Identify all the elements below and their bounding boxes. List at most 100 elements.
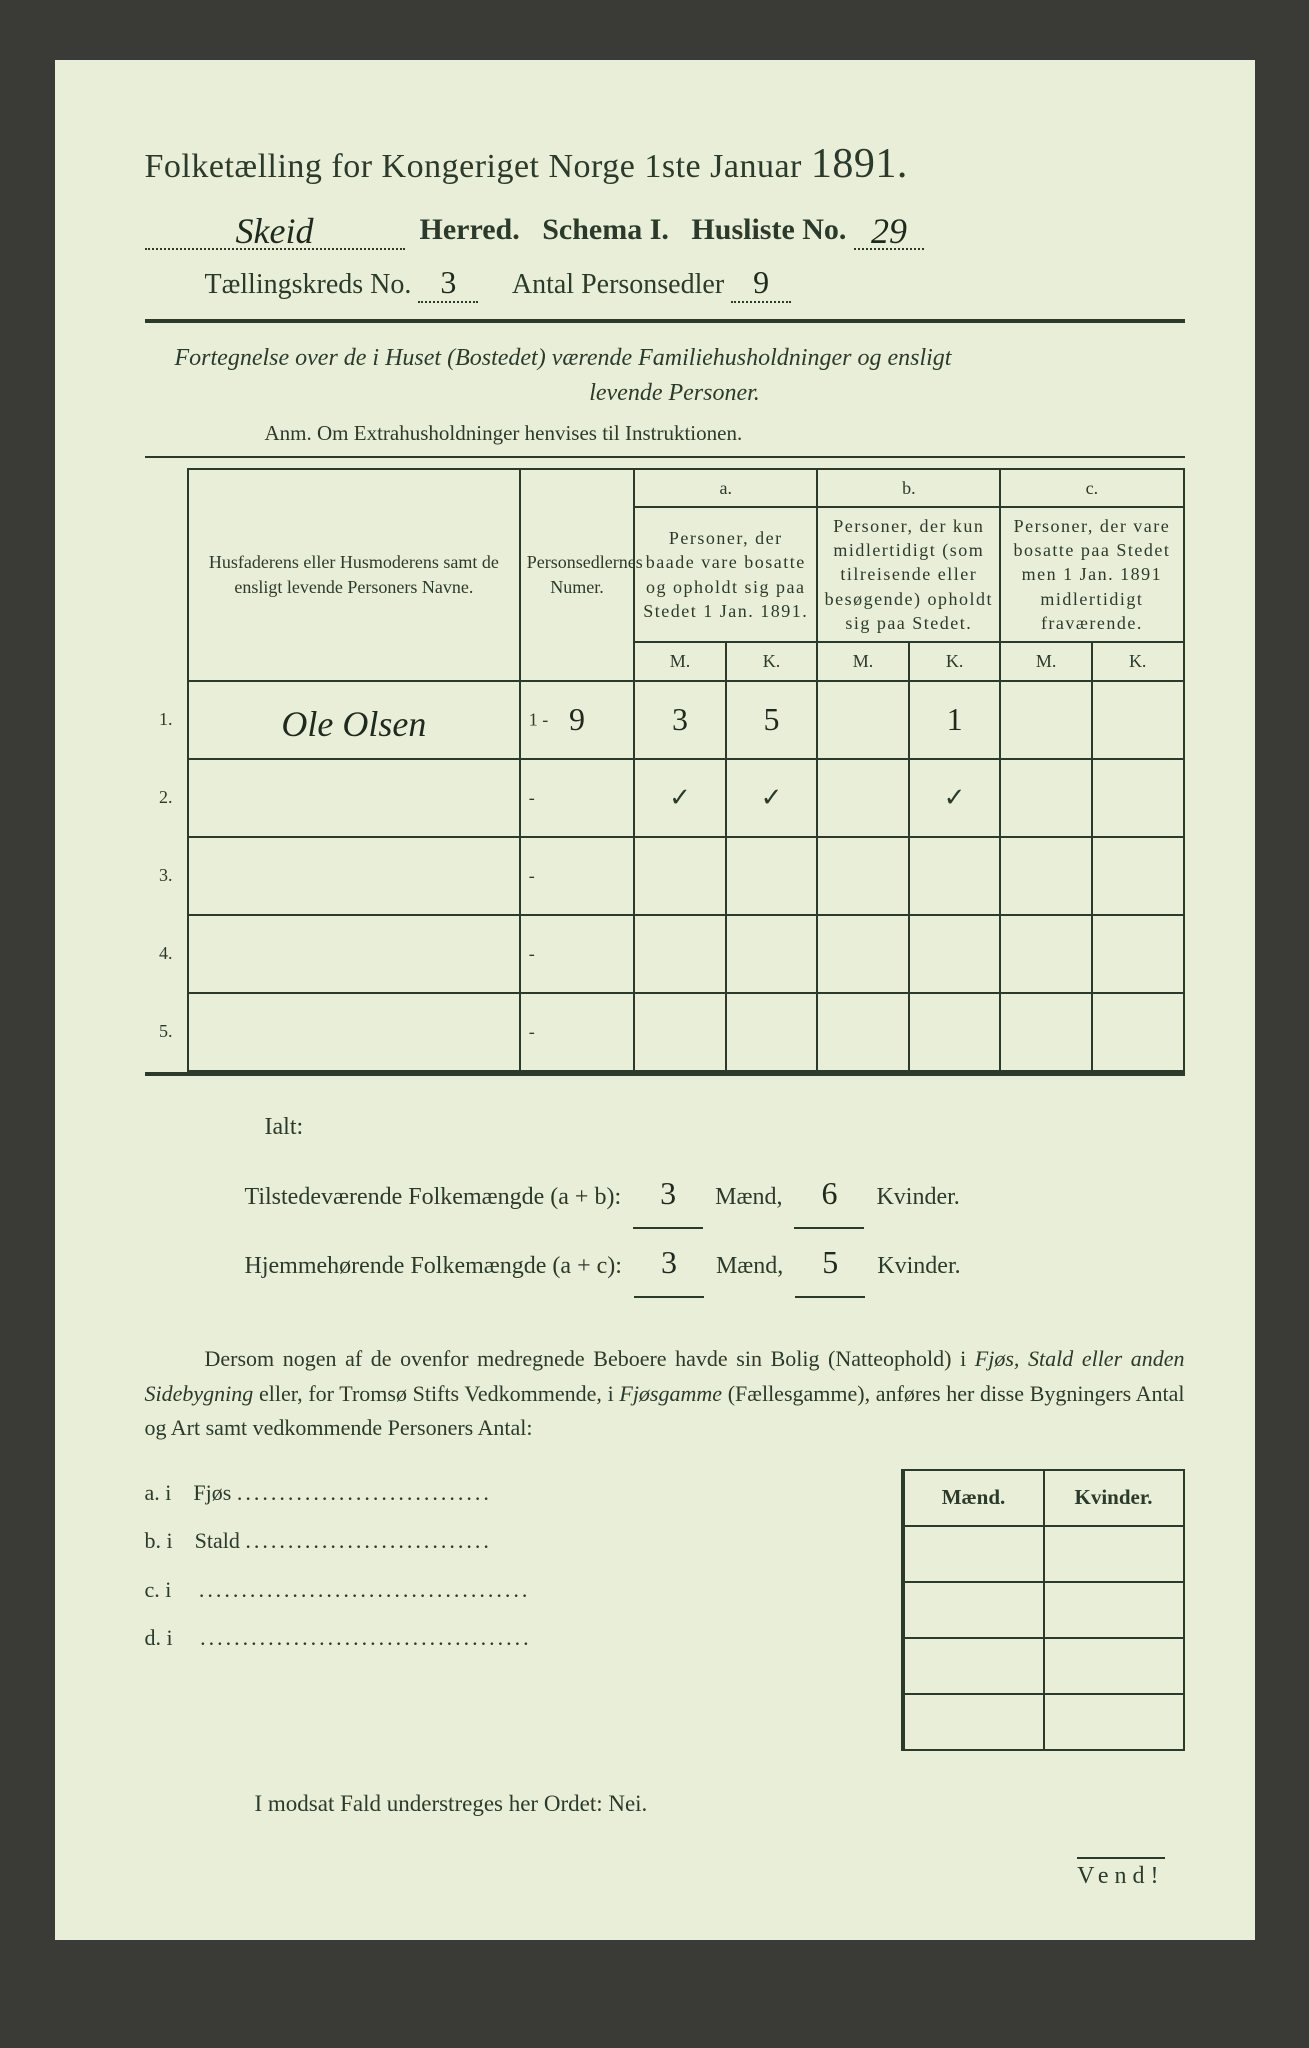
side-item: c. i ...................................… [145,1566,901,1614]
num-prefix: - [529,1021,535,1042]
kreds-field: 3 [418,264,478,303]
cell-value: ✓ [669,782,691,812]
a-m-cell: 3 [634,681,726,759]
herred-value: Skeid [236,210,314,252]
num-value: 9 [569,701,585,738]
mk-m-header: Mænd. [904,1470,1044,1526]
col-a-m: M. [634,642,726,680]
num-cell: - [520,837,634,915]
col-c-k: K. [1092,642,1184,680]
total-line-2: Hjemmehørende Folkemængde (a + c): 3 Mæn… [245,1229,1185,1298]
total2-m-unit: Mænd, [716,1253,783,1279]
name-cell [188,837,520,915]
side-dots: .............................. [237,1480,492,1505]
name-cell [188,993,520,1071]
b-k-cell [909,993,1001,1071]
census-form-page: Folketælling for Kongeriget Norge 1ste J… [55,60,1255,1940]
c-k-cell [1092,681,1184,759]
kreds-label: Tællingskreds No. [205,269,412,300]
c-m-cell [1000,837,1092,915]
total1-m-unit: Mænd, [715,1184,782,1210]
mk-cell [1044,1526,1184,1582]
total2-k: 5 [822,1229,838,1296]
side-key: b. i [145,1528,173,1553]
col-c-m: M. [1000,642,1092,680]
nei-line: I modsat Fald understreges her Ordet: Ne… [255,1791,1185,1817]
b-m-cell [817,759,909,837]
num-cell: - [520,915,634,993]
side-dots: ....................................... [199,1577,531,1602]
col-c-head: c. [1000,469,1183,507]
num-cell: - [520,759,634,837]
table-row: 3. - [145,837,1184,915]
schema-label: Schema I. [542,213,669,246]
row-number: 2. [145,759,188,837]
kreds-value: 3 [440,264,456,301]
cell-value: 3 [672,701,688,738]
table-body: 1.Ole Olsen1 -93512.-✓✓✓3.-4.-5.- [145,681,1184,1071]
name-cell [188,915,520,993]
rule-1 [145,319,1185,323]
b-k-cell: 1 [909,681,1001,759]
c-k-cell [1092,759,1184,837]
total1-k: 6 [821,1160,837,1227]
total2-k-field: 5 [795,1229,865,1298]
total1-k-field: 6 [794,1160,864,1229]
c-m-cell [1000,915,1092,993]
a-k-cell [726,915,818,993]
a-m-cell [634,915,726,993]
table-row: 4. - [145,915,1184,993]
col-c-text-span: Personer, der vare bosatte paa Stedet me… [1013,516,1170,633]
subtitle-line2: levende Personer. [175,376,1175,411]
num-cell: 1 -9 [520,681,634,759]
a-m-cell [634,837,726,915]
col-a-k: K. [726,642,818,680]
rule-2 [145,456,1185,458]
side-dots: ....................................... [200,1625,532,1650]
side-item: a. i Fjøs .............................. [145,1469,901,1517]
c-m-cell [1000,993,1092,1071]
col-num-text: Personsedlernes Numer. [527,552,643,596]
side-label: Stald [195,1528,240,1553]
subtitle: Fortegnelse over de i Huset (Bostedet) v… [175,341,1175,411]
rule-3 [145,1072,1185,1076]
a-k-cell: ✓ [726,759,818,837]
para-t4: Fjøsgamme [619,1381,722,1406]
name-value: Ole Olsen [281,703,426,745]
row-number: 3. [145,837,188,915]
a-k-cell: 5 [726,681,818,759]
side-right: Mænd. Kvinder. [901,1469,1185,1751]
col-b-m: M. [817,642,909,680]
mk-cell [904,1526,1044,1582]
cell-value: ✓ [944,782,966,812]
side-item: b. i Stald ............................. [145,1517,901,1565]
mk-cell [1044,1638,1184,1694]
side-left: a. i Fjøs ..............................… [145,1469,901,1663]
col-a-text-span: Personer, der baade vare bosatte og opho… [643,528,808,621]
col-c-text: Personer, der vare bosatte paa Stedet me… [1000,507,1183,642]
col-b-text: Personer, der kun midlertidigt (som tilr… [817,507,1000,642]
num-prefix: - [529,943,535,964]
husliste-value: 29 [871,210,907,252]
total2-m-field: 3 [634,1229,704,1298]
para-t1: Dersom nogen af de ovenfor medregnede Be… [205,1346,975,1371]
table-row: 1.Ole Olsen1 -9351 [145,681,1184,759]
para-t3: eller, for Tromsø Stifts Vedkommende, i [253,1381,619,1406]
row-number: 4. [145,915,188,993]
herred-label: Herred. [420,213,520,246]
num-cell: - [520,993,634,1071]
name-cell: Ole Olsen [188,681,520,759]
table-row: 2. - ✓ ✓ ✓ [145,759,1184,837]
side-item: d. i ...................................… [145,1614,901,1662]
a-m-cell: ✓ [634,759,726,837]
mk-cell [1044,1694,1184,1750]
col-num-header: Personsedlernes Numer. [520,469,634,681]
total2-m: 3 [661,1229,677,1296]
total1-m-field: 3 [633,1160,703,1229]
personsedler-field: 9 [731,264,791,303]
title-row: Folketælling for Kongeriget Norge 1ste J… [145,140,1185,188]
col-b-head: b. [817,469,1000,507]
husliste-label: Husliste No. [691,213,846,246]
col-b-text-span: Personer, der kun midlertidigt (som tilr… [825,516,993,633]
anm: Anm. Om Extrahusholdninger henvises til … [265,421,1185,446]
